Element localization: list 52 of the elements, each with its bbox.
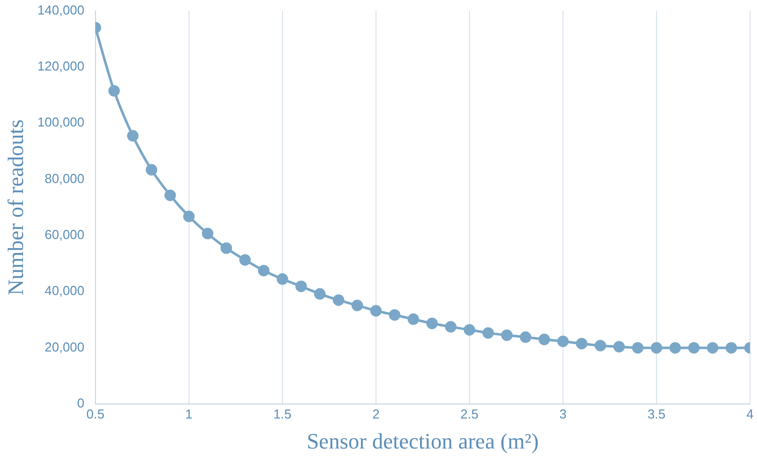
point	[594, 340, 606, 352]
point	[520, 331, 532, 343]
point	[127, 130, 139, 142]
point	[183, 210, 195, 222]
point	[351, 300, 363, 312]
point	[576, 338, 588, 350]
point	[445, 321, 456, 333]
x-tick-label: 1.5	[273, 406, 292, 422]
y-tick-label: 0	[77, 396, 84, 411]
y-tick-label: 140,000	[37, 2, 84, 18]
point	[164, 190, 176, 202]
point	[258, 264, 270, 276]
y-tick-label: 20,000	[44, 339, 84, 354]
point	[426, 318, 438, 330]
x-tick-label: 1	[185, 406, 193, 422]
x-tick-label: 0.5	[86, 406, 104, 422]
point	[538, 334, 550, 346]
y-tick-label: 80,000	[44, 170, 84, 186]
point	[650, 342, 662, 354]
point	[295, 280, 307, 292]
y-tick-label: 40,000	[44, 283, 84, 298]
point	[370, 305, 382, 317]
y-tick-label: 120,000	[37, 58, 84, 74]
x-tick-label: 3	[559, 406, 567, 422]
point	[632, 342, 644, 354]
point	[202, 228, 214, 240]
x-axis-title: Sensor detection area (m²)	[306, 428, 539, 454]
point	[501, 329, 513, 341]
point	[276, 273, 288, 285]
x-tick-label: 2.5	[460, 406, 478, 422]
point	[557, 336, 569, 348]
point	[408, 313, 420, 325]
point	[108, 85, 120, 97]
point	[706, 342, 718, 354]
x-tick-label: 3.5	[647, 406, 666, 422]
point	[726, 342, 738, 354]
point	[239, 254, 251, 266]
x-tick-label: 4	[746, 406, 754, 422]
point	[146, 164, 158, 176]
point	[613, 340, 625, 352]
point	[688, 342, 700, 354]
x-tick-label: 2	[372, 406, 380, 422]
y-tick-label: 60,000	[44, 227, 84, 242]
y-axis-title: Number of readouts	[2, 119, 28, 296]
y-tick-label: 100,000	[37, 114, 84, 130]
point	[669, 342, 681, 354]
point	[314, 288, 326, 300]
point	[332, 294, 344, 306]
point	[482, 327, 494, 339]
point	[388, 309, 400, 321]
point	[464, 324, 476, 336]
point	[220, 242, 232, 254]
